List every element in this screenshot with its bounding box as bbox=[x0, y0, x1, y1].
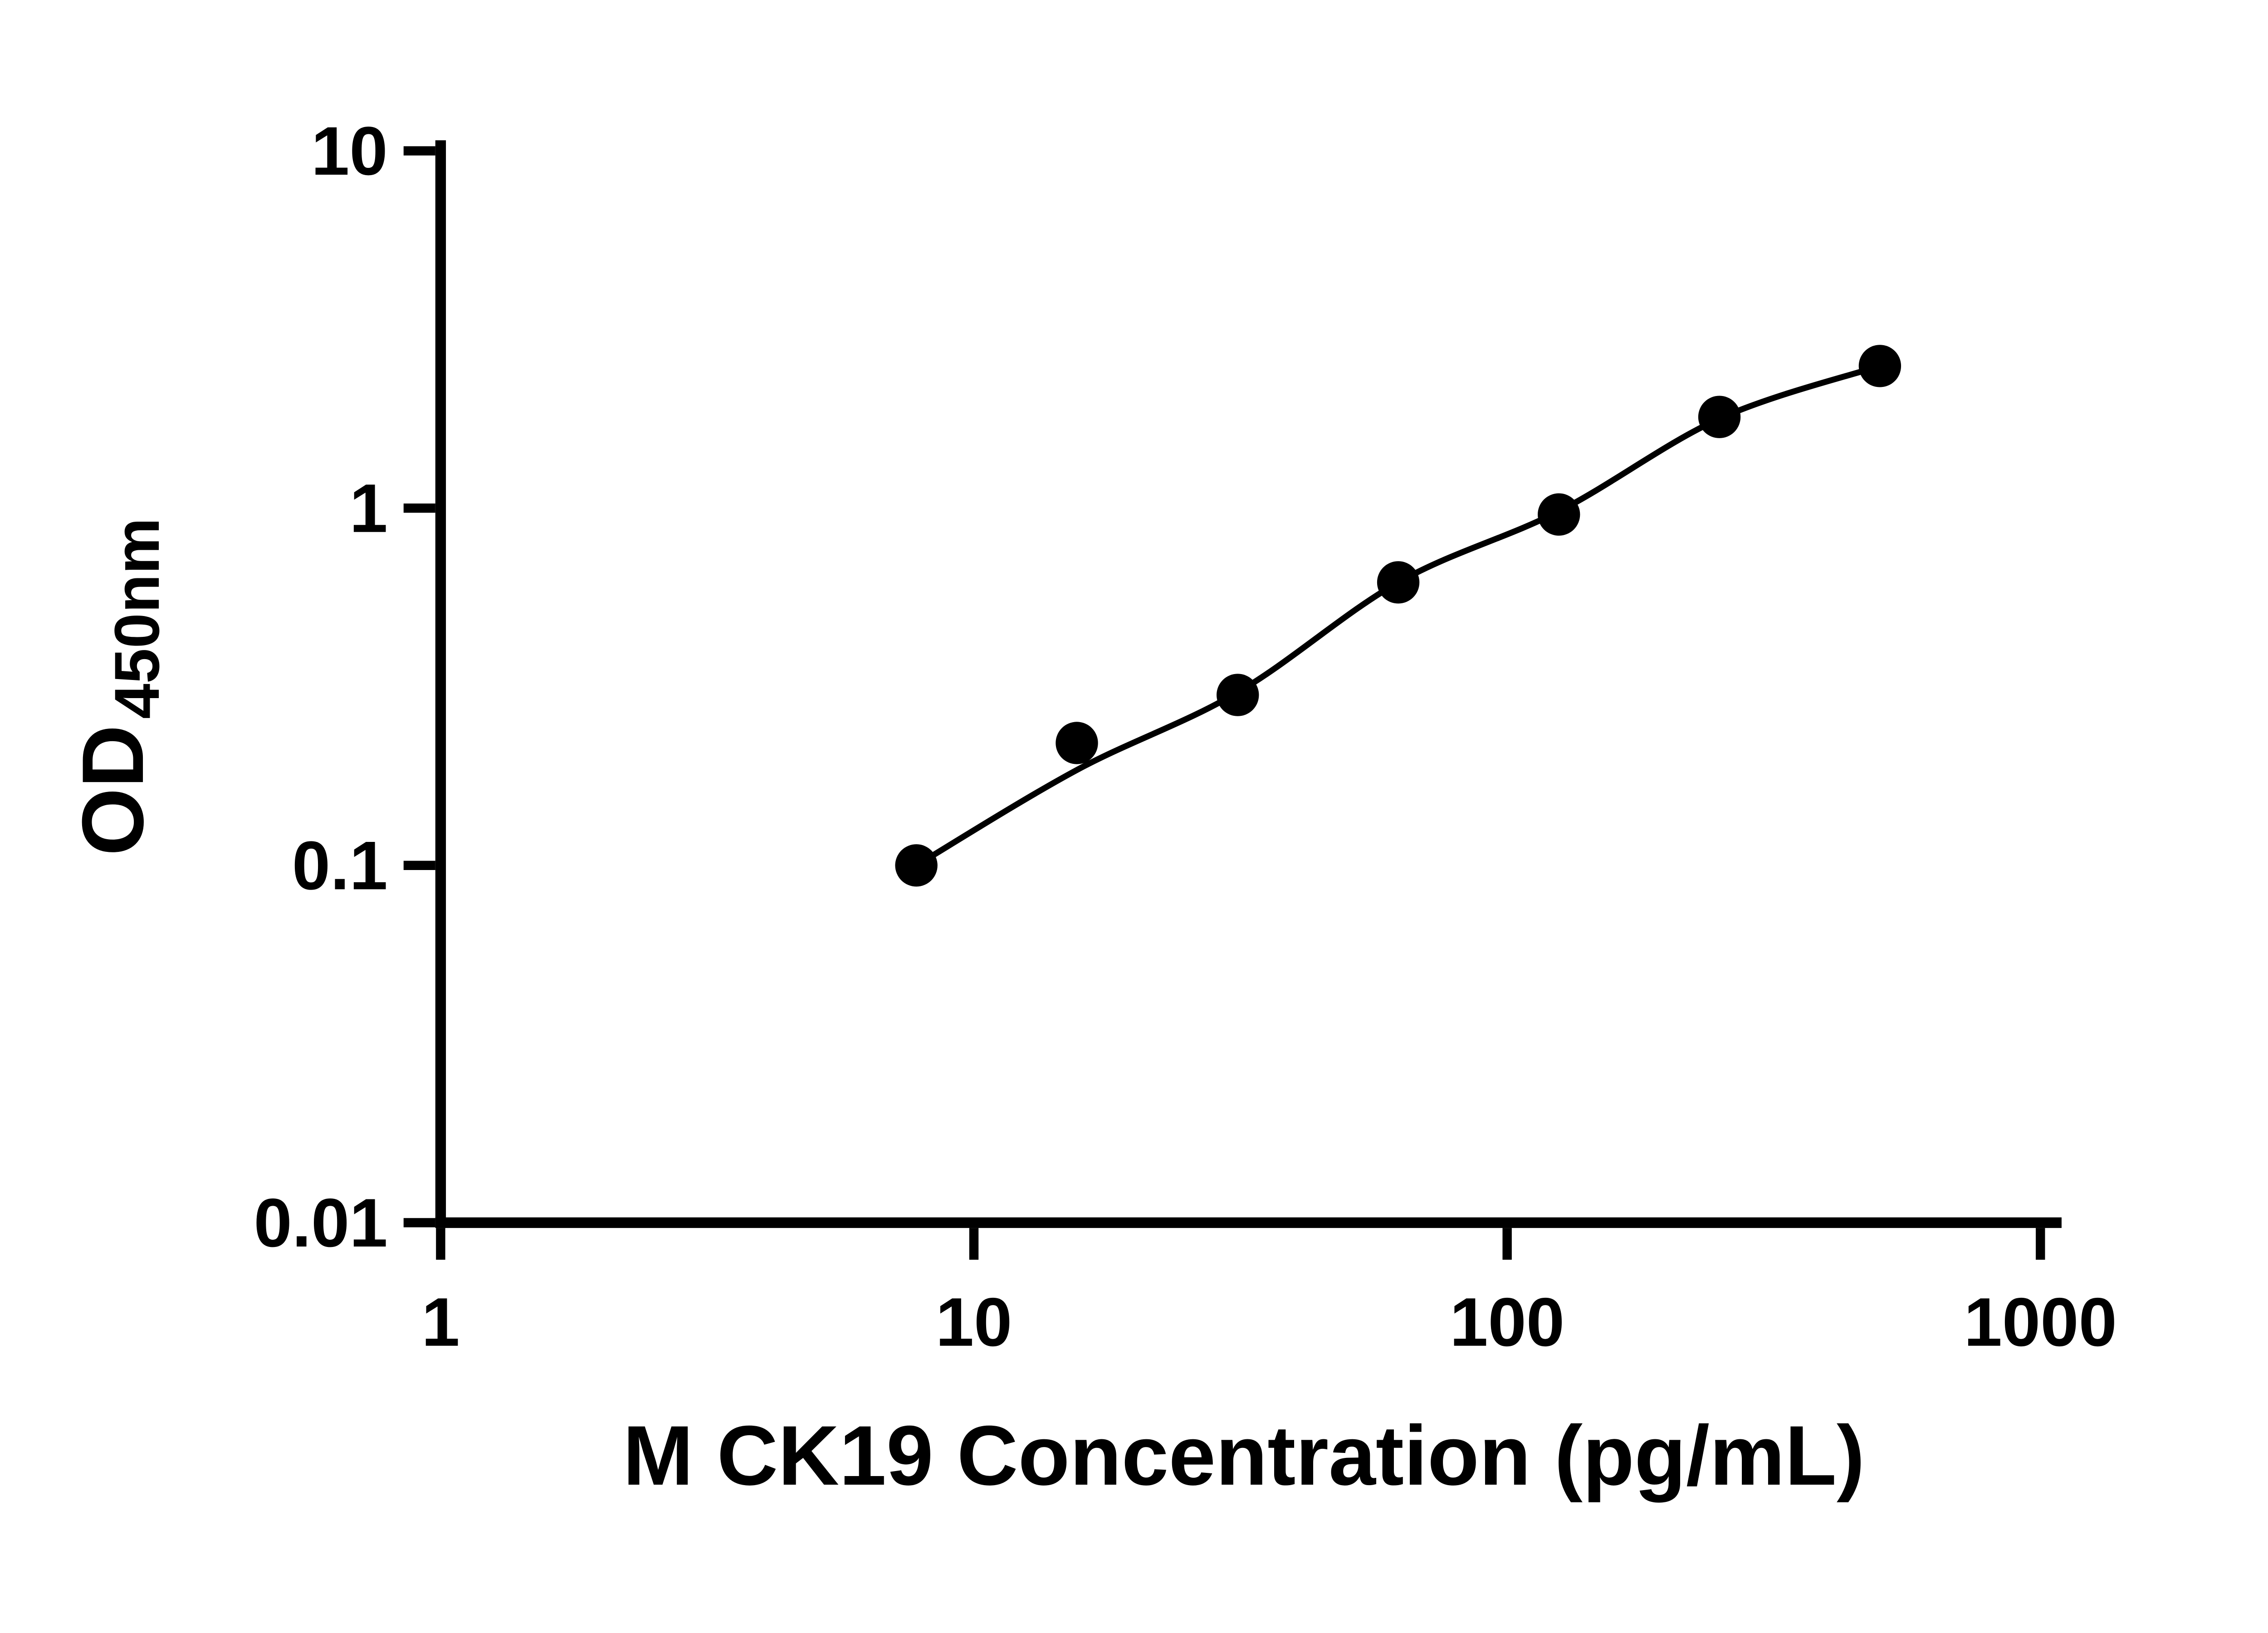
data-point bbox=[1377, 561, 1420, 604]
data-point bbox=[895, 844, 938, 887]
y-tick-label: 10 bbox=[311, 113, 388, 190]
fit-curve-path bbox=[914, 363, 1881, 868]
data-point bbox=[1538, 493, 1580, 536]
y-tick-label: 1 bbox=[349, 470, 387, 547]
y-axis-title: OD 450nm bbox=[64, 518, 172, 856]
x-tick-label: 1000 bbox=[1964, 1284, 2117, 1361]
fit-curve-layer bbox=[914, 363, 1881, 868]
y-tick-label: 0.1 bbox=[292, 827, 388, 904]
chart-svg: M CK19 Concentration (pg/mL) OD 450nm 1 1… bbox=[64, 113, 2117, 1503]
axes-layer bbox=[403, 140, 2062, 1260]
data-point bbox=[1056, 722, 1098, 764]
data-point bbox=[1858, 345, 1901, 387]
data-points-layer bbox=[895, 345, 1901, 887]
elisa-standard-curve-figure: M CK19 Concentration (pg/mL) OD 450nm 1 1… bbox=[64, 113, 2117, 1503]
data-point bbox=[1698, 396, 1741, 438]
x-axis-title: M CK19 Concentration (pg/mL) bbox=[623, 1408, 1865, 1503]
y-axis-title-main: OD bbox=[64, 725, 161, 856]
x-tick-label: 1 bbox=[421, 1284, 459, 1361]
x-tick-label: 100 bbox=[1450, 1284, 1564, 1361]
y-axis-title-subscript: 450nm bbox=[101, 518, 172, 719]
y-tick-label: 0.01 bbox=[254, 1185, 387, 1261]
data-point bbox=[1217, 674, 1259, 716]
x-tick-label: 10 bbox=[936, 1284, 1012, 1361]
labels-layer: M CK19 Concentration (pg/mL) OD 450nm 1 1… bbox=[64, 113, 2117, 1503]
